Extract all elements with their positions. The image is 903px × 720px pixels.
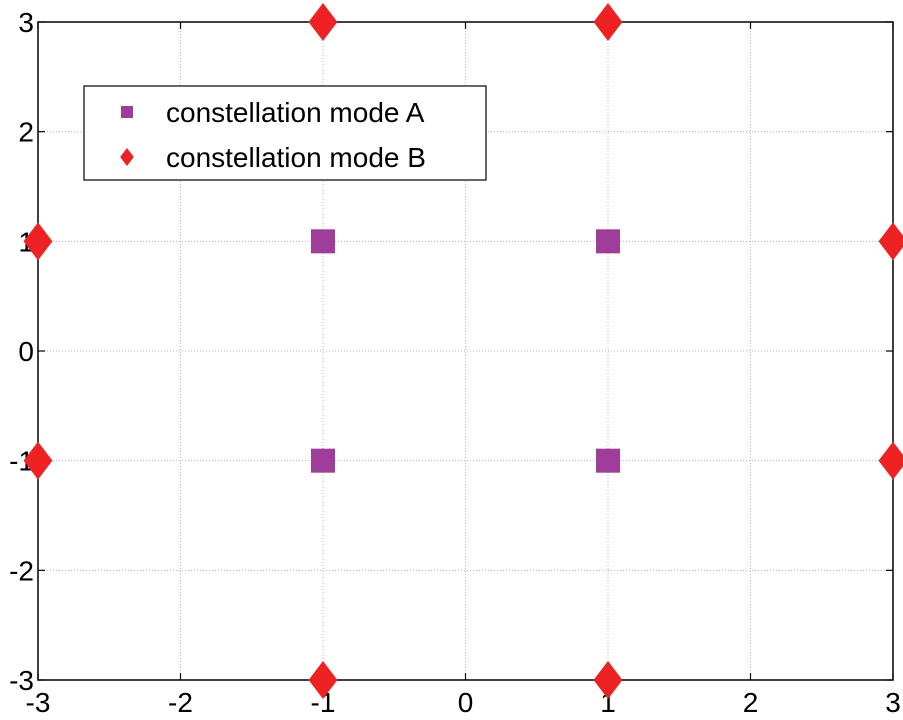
diamond-point <box>878 441 903 480</box>
data-points <box>23 3 903 699</box>
legend-marker <box>120 148 134 166</box>
x-axis-tick-labels: -3 -2 -1 0 1 2 3 <box>26 687 901 718</box>
diamond-point <box>308 661 338 699</box>
diamond-point <box>308 3 338 41</box>
square-point <box>596 229 620 254</box>
legend-marker <box>121 106 133 118</box>
series-b <box>23 3 903 699</box>
x-tick-label: 3 <box>885 687 901 718</box>
legend-label: constellation mode B <box>166 142 426 173</box>
y-tick-label: 0 <box>18 336 34 367</box>
diamond-point <box>878 222 903 261</box>
x-tick-label: 2 <box>743 687 759 718</box>
square-point <box>596 448 620 473</box>
legend-frame <box>83 85 487 181</box>
x-tick-label: 0 <box>458 687 474 718</box>
diamond-point <box>23 441 53 480</box>
x-tick-label: -2 <box>168 687 193 718</box>
square-point <box>311 229 335 254</box>
square-point <box>311 448 335 473</box>
y-tick-label: -3 <box>9 665 34 696</box>
series-a <box>311 229 620 473</box>
legend-label: constellation mode A <box>166 97 425 128</box>
x-tick-label: -3 <box>26 687 51 718</box>
legend: constellation mode A constellation mode B <box>83 85 487 181</box>
y-tick-label: 2 <box>18 117 34 148</box>
diamond-point <box>23 222 53 261</box>
y-tick-label: 3 <box>18 7 34 38</box>
x-tick-label: 1 <box>600 687 616 718</box>
diamond-point <box>593 3 623 41</box>
y-tick-label: -2 <box>9 555 34 586</box>
diamond-point <box>593 661 623 699</box>
